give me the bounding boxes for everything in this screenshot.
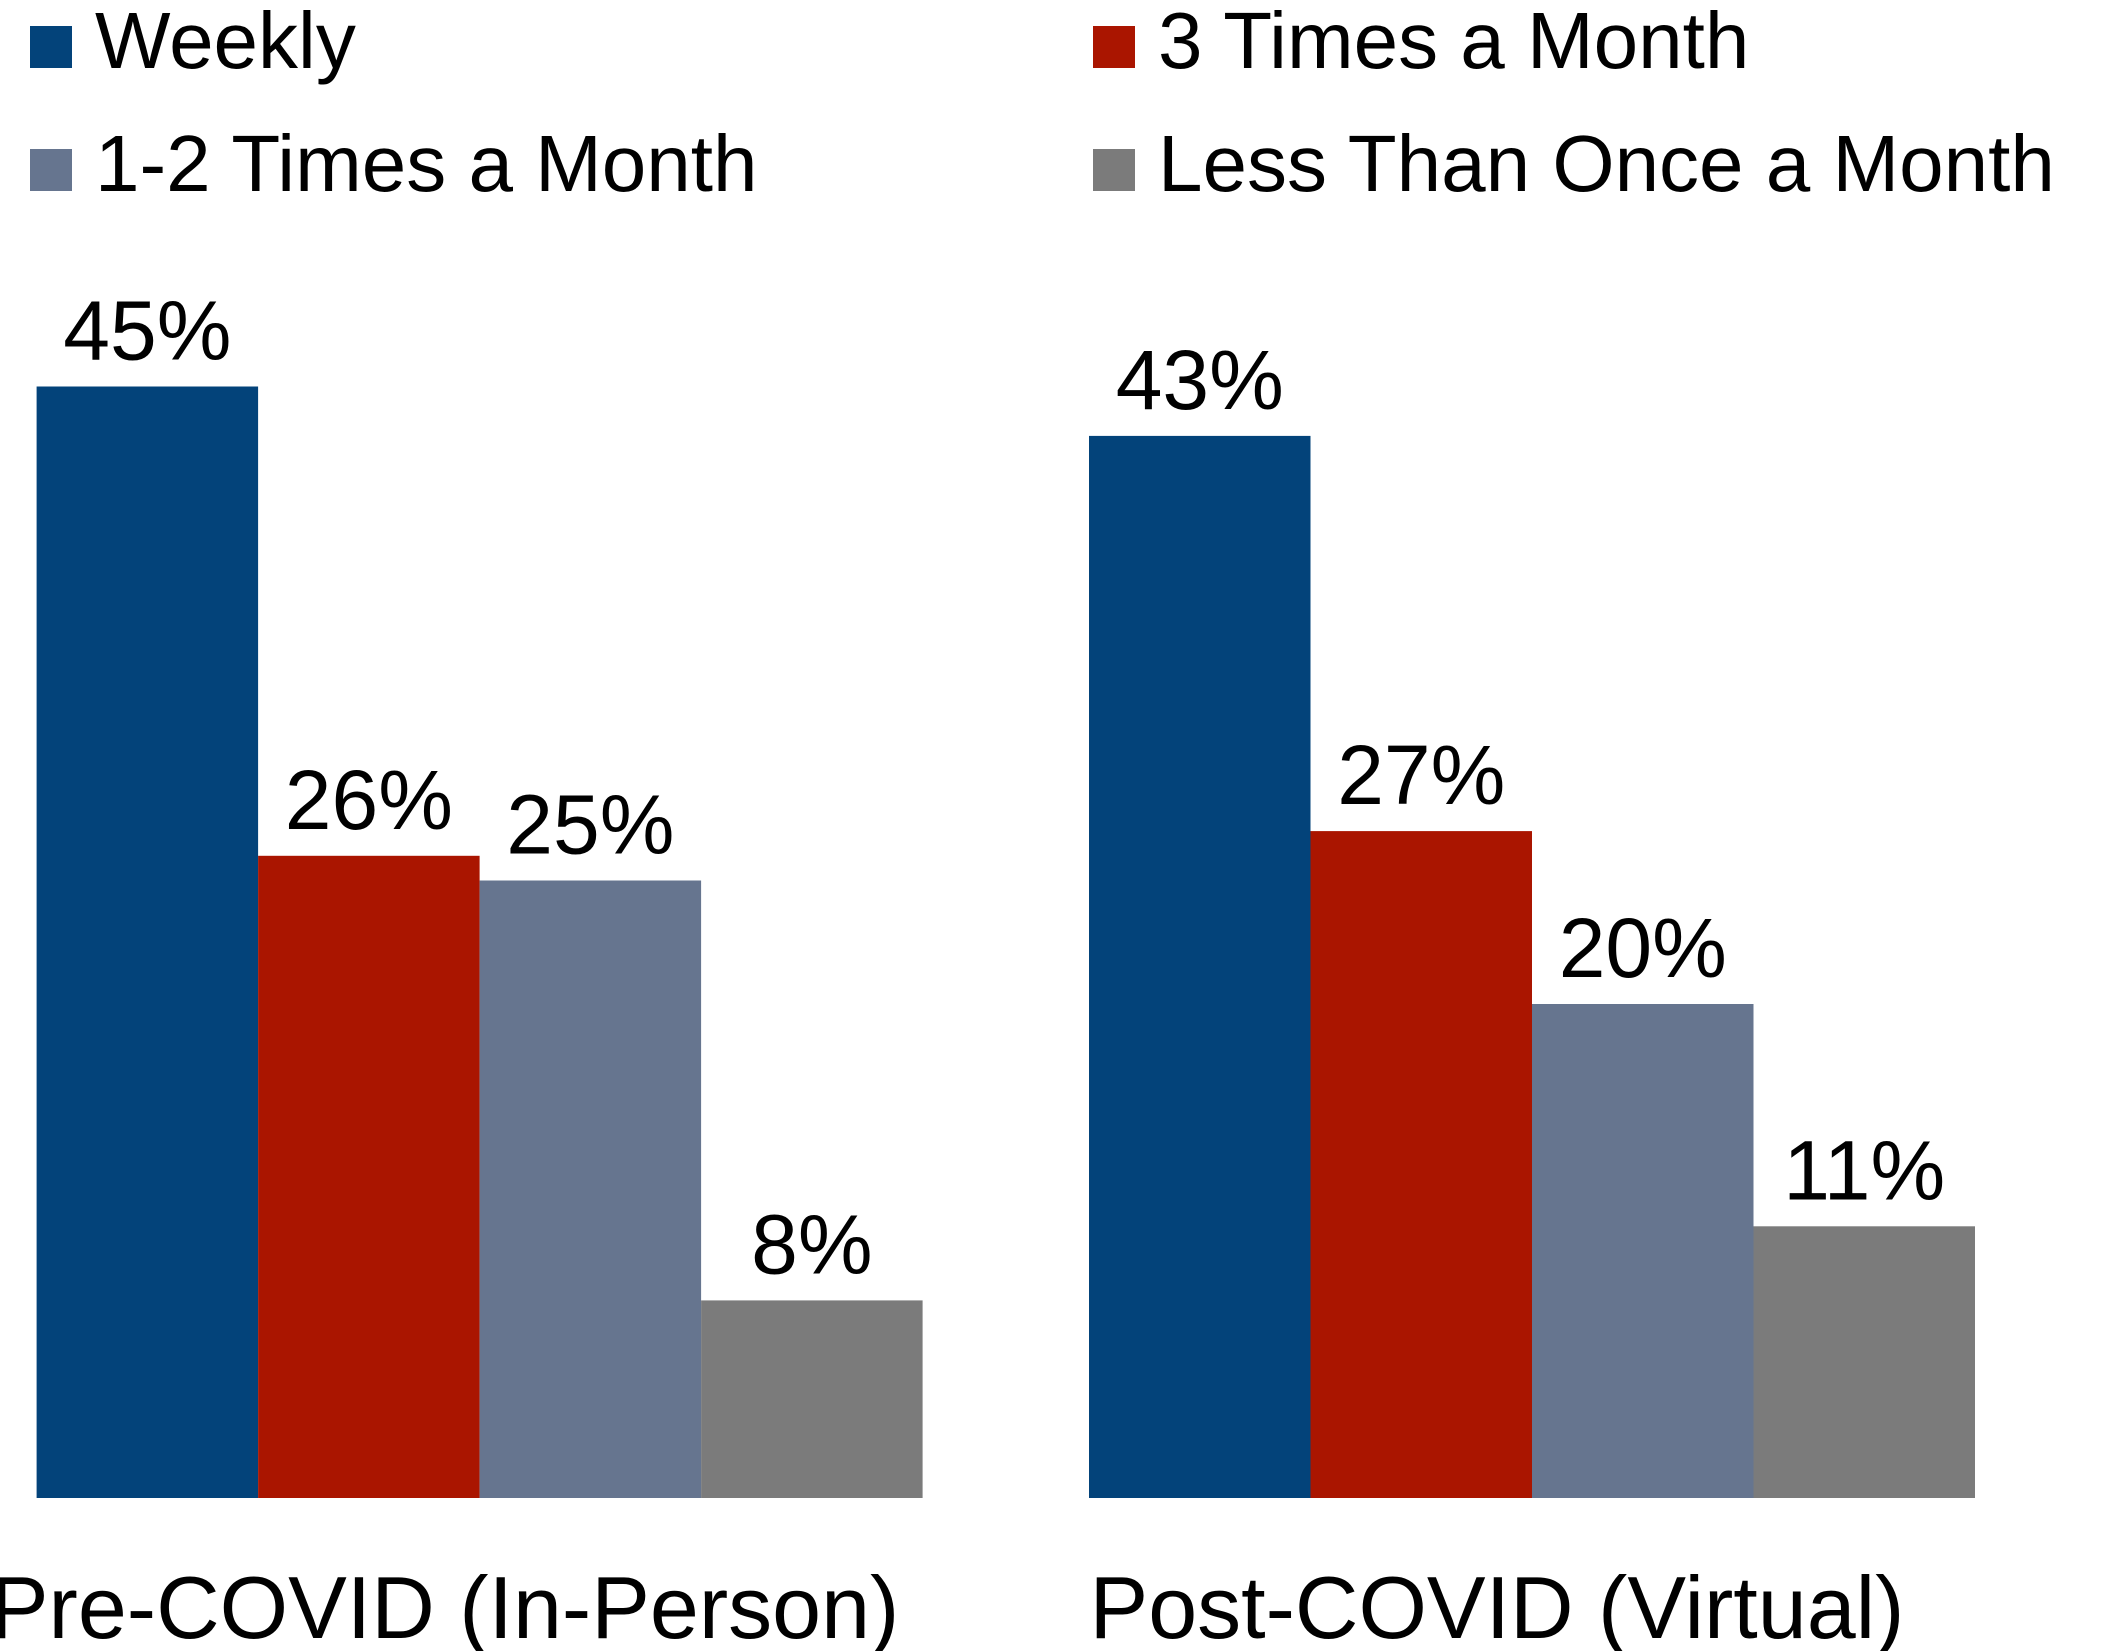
legend-swatch [30, 149, 72, 191]
legend-label: 3 Times a Month [1158, 0, 1749, 85]
data-label: 25% [506, 778, 674, 872]
legend-label: Weekly [95, 0, 356, 85]
data-label: 43% [1116, 333, 1284, 427]
data-label: 27% [1337, 728, 1505, 822]
legend-label: 1-2 Times a Month [95, 119, 758, 208]
bar [258, 855, 480, 1498]
legend-swatch [30, 26, 72, 68]
data-label: 45% [63, 284, 231, 378]
legend-swatch [1093, 149, 1135, 191]
x-tick-label: Pre-COVID (In-Person) [0, 1558, 899, 1651]
data-label: 20% [1559, 901, 1727, 995]
bar [1089, 435, 1311, 1498]
bar [36, 386, 259, 1498]
legend-swatch [1093, 26, 1135, 68]
bar [1532, 1004, 1754, 1498]
bar [1310, 831, 1532, 1498]
data-label: 26% [285, 753, 453, 847]
bar [479, 880, 702, 1498]
bar [701, 1300, 923, 1498]
bar [1753, 1226, 1975, 1498]
x-tick-label: Post-COVID (Virtual) [1090, 1558, 1905, 1651]
data-label: 8% [751, 1197, 872, 1291]
data-label: 11% [1783, 1123, 1945, 1217]
legend-label: Less Than Once a Month [1158, 119, 2055, 208]
